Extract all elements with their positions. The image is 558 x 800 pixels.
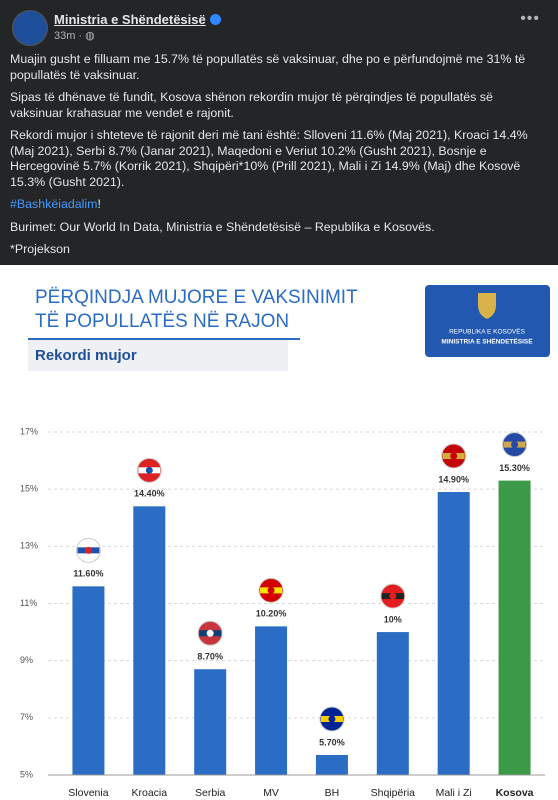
author[interactable]: Ministria e Shëndetësisë: [54, 12, 206, 27]
x-tick-label: Kroacia: [132, 787, 168, 799]
x-tick-label: Shqipëria: [371, 787, 416, 799]
flag-emblem: [511, 441, 519, 449]
flag-emblem: [206, 629, 214, 637]
y-tick-label: 15%: [20, 484, 38, 494]
value-label: 14.40%: [134, 489, 165, 499]
value-label: 11.60%: [73, 569, 103, 579]
bar: [255, 626, 288, 775]
hashtag-suffix: !: [97, 197, 101, 211]
post-time: 33m · ◍: [54, 30, 95, 42]
avatar[interactable]: [12, 10, 48, 46]
x-tick-label: Serbia: [195, 787, 226, 799]
flag-emblem: [145, 466, 153, 474]
logo-emblem: [478, 293, 496, 319]
y-tick-label: 7%: [20, 712, 33, 722]
bar: [315, 754, 348, 775]
flag-emblem: [328, 715, 336, 723]
bar: [194, 669, 227, 775]
post-body: Muajin gusht e filluam me 15.7% të popul…: [10, 52, 545, 265]
chart: PËRQINDJA MUJORE E VAKSINIMIT TË POPULLA…: [0, 265, 558, 800]
x-tick-label: MV: [263, 787, 279, 799]
logo-text: MINISTRIA E SHËNDETËSISË: [441, 338, 533, 346]
flag-emblem: [450, 452, 458, 460]
hashtag-line: #Bashkëiadalim!: [10, 197, 545, 213]
flag-emblem: [389, 592, 397, 600]
more-button[interactable]: •••: [520, 10, 540, 27]
value-label: 10.20%: [256, 609, 287, 619]
bar: [133, 506, 166, 775]
x-tick-label: Kosova: [496, 787, 534, 799]
post: Ministria e Shëndetësisë 33m · ◍ ••• Mua…: [0, 0, 558, 265]
hashtag[interactable]: #Bashkëiadalim: [10, 197, 98, 211]
bar: [498, 480, 531, 775]
footnote: *Projekson: [10, 242, 70, 256]
paragraph: Muajin gusht e filluam me 15.7% të popul…: [10, 52, 526, 82]
bar: [437, 492, 470, 775]
value-label: 15.30%: [499, 463, 530, 473]
x-tick-label: Mali i Zi: [436, 787, 472, 799]
subtitle-box: [28, 339, 288, 371]
y-tick-label: 13%: [20, 541, 38, 551]
value-label: 10%: [384, 614, 402, 624]
value-label: 14.90%: [438, 474, 469, 484]
y-tick-label: 11%: [20, 598, 37, 608]
y-tick-label: 9%: [20, 655, 33, 665]
logo-text: REPUBLIKA E KOSOVËS: [449, 328, 526, 336]
paragraph: Rekordi mujor i shteteve të rajonit deri…: [10, 128, 528, 189]
time[interactable]: 33m: [54, 30, 76, 42]
y-tick-label: 17%: [20, 426, 38, 436]
value-label: 5.70%: [319, 737, 345, 747]
bar: [376, 632, 409, 775]
chart-title: PËRQINDJA MUJORE E VAKSINIMIT: [35, 287, 358, 308]
chart-title: TË POPULLATËS NË RAJON: [35, 311, 289, 332]
value-label: 8.70%: [197, 652, 223, 662]
bar: [72, 586, 105, 775]
flag-emblem: [267, 586, 275, 594]
x-tick-label: BH: [325, 787, 340, 799]
paragraph: Sipas të dhënave të fundit, Kosova shëno…: [10, 90, 493, 120]
sources: Burimet: Our World In Data, Ministria e …: [10, 219, 435, 234]
chart-subtitle: Rekordi mujor: [35, 347, 137, 364]
flag-emblem: [84, 546, 92, 554]
y-tick-label: 5%: [20, 769, 33, 779]
logo-box: [425, 285, 550, 357]
author-name[interactable]: Ministria e Shëndetësisë: [54, 12, 221, 27]
verified-badge: [209, 14, 221, 25]
x-tick-label: Slovenia: [68, 787, 108, 799]
